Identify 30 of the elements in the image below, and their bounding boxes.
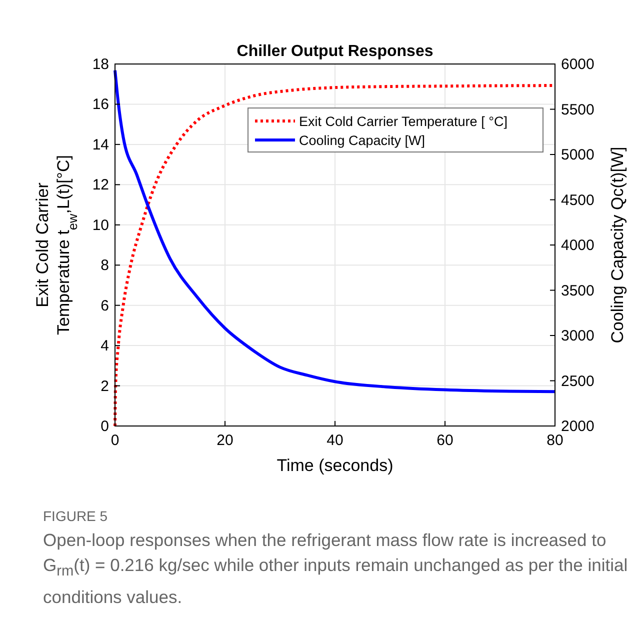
x-tick-label: 60 — [436, 432, 454, 449]
chart-title: Chiller Output Responses — [236, 43, 434, 60]
y2-tick-label: 2500 — [561, 372, 594, 390]
y-tick-label: 4 — [100, 338, 109, 355]
y2-axis-title: Cooling Capacity Qc(t)[W] — [608, 146, 627, 344]
x-axis-title: Time (seconds) — [276, 456, 394, 475]
y2-tick-label: 5500 — [561, 101, 594, 118]
y-tick-label: 8 — [100, 257, 109, 274]
y2-tick-label: 2000 — [561, 418, 594, 435]
y2-tick-label: 4000 — [561, 237, 594, 254]
y2-tick-label: 3500 — [561, 282, 594, 300]
x-tick-label: 20 — [216, 432, 234, 449]
y-tick-label: 16 — [92, 96, 109, 114]
y-tick-label: 18 — [92, 56, 109, 73]
caption: FIGURE 5 — [43, 508, 108, 524]
y2-tick-label: 5000 — [561, 146, 594, 164]
y-tick-label: 2 — [100, 378, 109, 395]
y2-tick-label: 3000 — [561, 328, 594, 344]
y-tick-label: 12 — [92, 176, 109, 194]
x-tick-label: 80 — [546, 432, 564, 449]
y2-tick-label: 6000 — [561, 56, 594, 73]
y-tick-label: 10 — [92, 216, 109, 234]
y-tick-label: 0 — [100, 418, 109, 435]
text: Open-loop responses when the refrigerant mass flow rate is increased to G$_{rm}$(t) = 0.216 kg/sec while other inputs remain unchanged as per the initial conditions values. — [43, 529, 629, 608]
y-tick-label: 6 — [100, 297, 109, 314]
x-tick-label: 40 — [326, 432, 344, 449]
legend-label: Exit Cold Carrier Temperature [ °C] — [299, 114, 508, 129]
legend-label: Cooling Capacity [W] — [299, 133, 426, 148]
y2-tick-label: 4500 — [561, 192, 594, 209]
y-tick-label: 14 — [92, 136, 109, 154]
